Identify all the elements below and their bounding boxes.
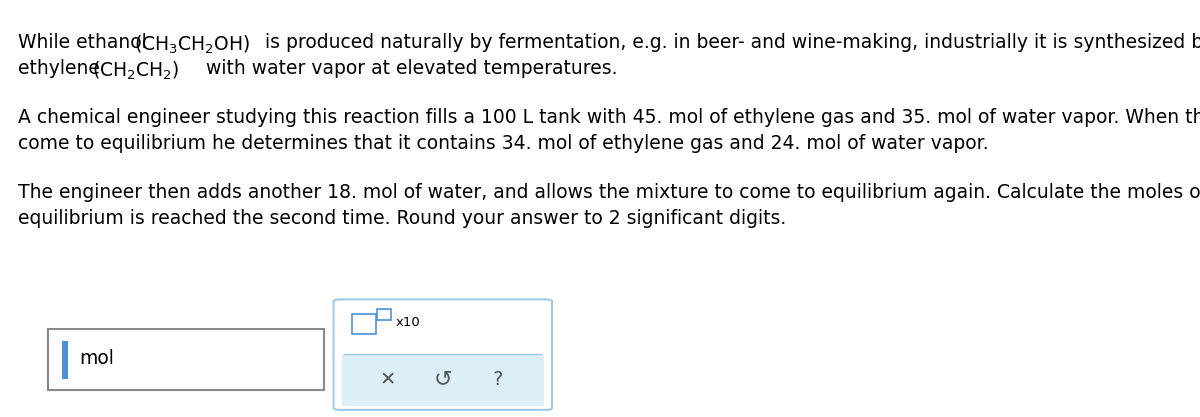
Bar [62, 341, 68, 379]
Text: $\left(\mathrm{CH_3CH_2OH}\right)$: $\left(\mathrm{CH_3CH_2OH}\right)$ [134, 33, 251, 55]
Text: The engineer then adds another 18. mol of water, and allows the mixture to come : The engineer then adds another 18. mol o… [18, 183, 1200, 203]
Text: is produced naturally by fermentation, e.g. in beer- and wine-making, industrial: is produced naturally by fermentation, e… [259, 33, 1200, 53]
Text: ethylene: ethylene [18, 59, 106, 78]
Bar [48, 329, 324, 390]
Bar [342, 354, 544, 406]
Text: mol: mol [79, 349, 114, 368]
Text: ✕: ✕ [379, 370, 396, 389]
Bar [352, 314, 376, 334]
Text: While ethanol: While ethanol [18, 33, 152, 53]
FancyBboxPatch shape [334, 299, 552, 410]
Bar [377, 309, 391, 320]
Text: equilibrium is reached the second time. Round your answer to 2 significant digit: equilibrium is reached the second time. … [18, 209, 786, 229]
Text: ?: ? [493, 370, 503, 389]
Text: come to equilibrium he determines that it contains 34. mol of ethylene gas and 2: come to equilibrium he determines that i… [18, 134, 989, 153]
Text: x10: x10 [396, 316, 421, 329]
Text: A chemical engineer studying this reaction fills a 100 L tank with 45. mol of et: A chemical engineer studying this reacti… [18, 108, 1200, 128]
Text: with water vapor at elevated temperatures.: with water vapor at elevated temperature… [200, 59, 618, 78]
Text: $\left(\mathrm{CH_2CH_2}\right)$: $\left(\mathrm{CH_2CH_2}\right)$ [92, 59, 180, 81]
Text: ↺: ↺ [433, 369, 452, 389]
Bar [342, 303, 544, 352]
